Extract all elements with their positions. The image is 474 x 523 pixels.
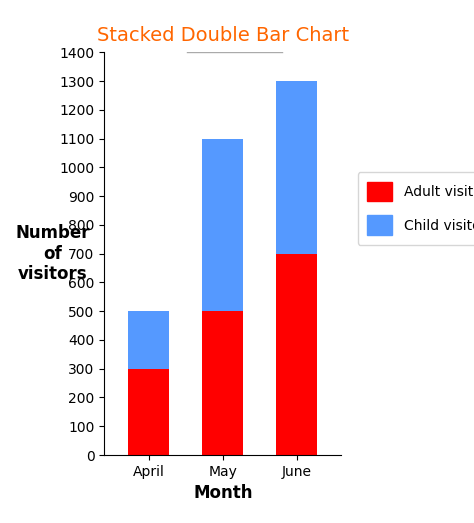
Bar bbox=[276, 254, 317, 455]
Title: Stacked Double Bar Chart: Stacked Double Bar Chart bbox=[97, 26, 349, 45]
Bar bbox=[202, 139, 243, 311]
Bar bbox=[128, 369, 169, 455]
Y-axis label: Number
of
visitors: Number of visitors bbox=[15, 224, 90, 283]
Bar bbox=[128, 311, 169, 369]
Legend: Adult visitors, Child visitors: Adult visitors, Child visitors bbox=[358, 172, 474, 245]
X-axis label: Month: Month bbox=[193, 484, 253, 502]
Bar bbox=[276, 81, 317, 254]
Bar bbox=[202, 311, 243, 455]
